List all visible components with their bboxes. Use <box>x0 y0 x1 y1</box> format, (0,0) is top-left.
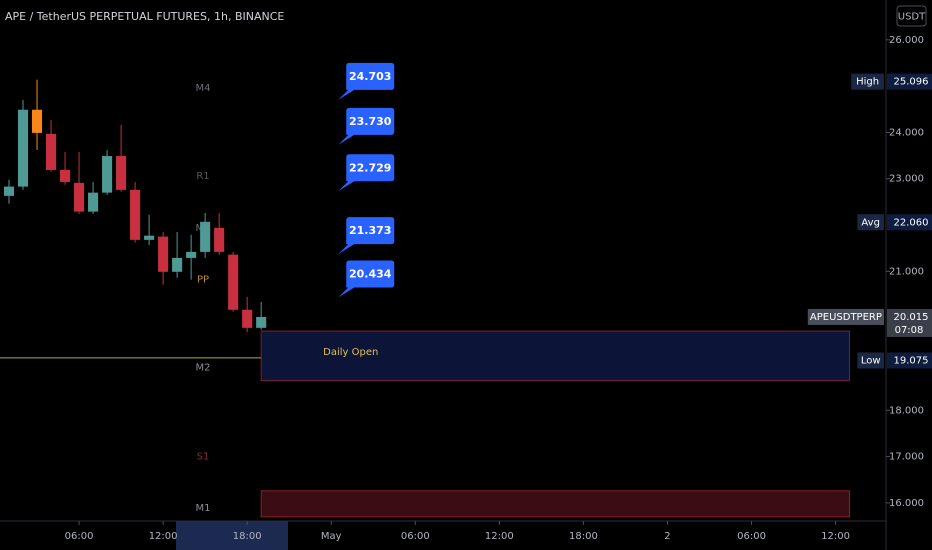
candle-body <box>256 316 267 328</box>
callout-box <box>338 62 395 100</box>
y-tick-label: 16.000 <box>889 498 924 509</box>
callout-box <box>338 154 395 192</box>
zone <box>260 330 851 382</box>
level-label: M4 <box>196 83 211 94</box>
y-tick-label: 26.000 <box>889 35 924 46</box>
candle-body <box>74 182 85 212</box>
candle-body <box>186 251 197 258</box>
callout-label: 23.730 <box>349 115 392 128</box>
candle-body <box>200 221 211 252</box>
price-tag-label: Avg <box>861 217 880 228</box>
candle-body <box>130 189 141 240</box>
y-tick-label: 17.000 <box>889 452 924 463</box>
price-tag-label-bg <box>851 73 884 90</box>
price-tag-value: 25.096 <box>894 77 929 88</box>
candle-body <box>17 109 29 187</box>
currency-label[interactable]: USDT <box>898 12 926 23</box>
price-tag-label: Low <box>861 355 881 366</box>
y-tick-label: 23.000 <box>889 174 924 185</box>
x-tick-label: 12:00 <box>485 531 514 542</box>
y-tick-label: 21.000 <box>889 266 924 277</box>
candle-body <box>214 227 225 252</box>
level-label: PP <box>197 275 209 286</box>
level-label: R1 <box>196 171 209 182</box>
x-tick-label: 12:00 <box>149 531 178 542</box>
currency-button[interactable] <box>896 5 927 27</box>
price-tag-label-bg <box>807 308 884 325</box>
candle-body <box>102 156 113 193</box>
candle-body <box>60 169 71 182</box>
y-tick-label: 24.000 <box>889 127 924 138</box>
candle-body <box>31 109 43 133</box>
candle-body <box>172 257 183 272</box>
zone <box>260 490 851 518</box>
x-tick-label: 06:00 <box>737 531 766 542</box>
callout-label: 20.434 <box>349 268 392 281</box>
price-tag-value-bg <box>887 308 932 337</box>
candle-body <box>3 186 15 196</box>
level-label: M2 <box>196 363 211 374</box>
x-tick-label: 12:00 <box>821 531 850 542</box>
price-tag-value-bg <box>887 73 932 90</box>
price-tag-value-bg <box>887 214 932 231</box>
price-tag-countdown: 07:08 <box>895 325 924 336</box>
zone-label: Daily Open <box>323 347 378 358</box>
candle-body <box>45 133 57 170</box>
y-tick-label: 18.000 <box>889 405 924 416</box>
candle-body <box>88 192 99 212</box>
price-tag-label: APEUSDTPERP <box>810 312 882 323</box>
callout-label: 24.703 <box>349 70 391 83</box>
x-tick-label: 18:00 <box>569 531 598 542</box>
level-label: S1 <box>197 452 210 463</box>
price-tag-label: High <box>856 77 879 88</box>
candle-body <box>144 235 155 240</box>
price-tag-value: 20.015 <box>894 312 929 323</box>
candle-body <box>116 156 127 190</box>
level-label: M1 <box>196 503 211 514</box>
callout-box <box>338 107 395 145</box>
x-tick-label: May <box>321 531 342 542</box>
callout-label: 21.373 <box>349 224 391 237</box>
callout-box <box>338 260 395 298</box>
chart-title: APE / TetherUS PERPETUAL FUTURES, 1h, BI… <box>5 10 284 23</box>
price-tag-value: 22.060 <box>894 217 929 228</box>
callout-label: 22.729 <box>349 161 391 174</box>
x-tick-label: 06:00 <box>401 531 430 542</box>
price-tag-value-bg <box>887 352 932 369</box>
x-tick-label: 2 <box>664 531 670 542</box>
candle-body <box>158 236 169 272</box>
price-tag-label-bg <box>857 214 884 231</box>
crosshair-time-highlight <box>176 521 288 550</box>
x-tick-label: 18:00 <box>233 531 262 542</box>
price-tag-label-bg <box>857 352 884 369</box>
candle-body <box>228 254 239 310</box>
candle-body <box>242 309 253 328</box>
x-tick-label: 06:00 <box>65 531 94 542</box>
callout-box <box>338 217 395 255</box>
price-tag-value: 19.075 <box>894 355 929 366</box>
